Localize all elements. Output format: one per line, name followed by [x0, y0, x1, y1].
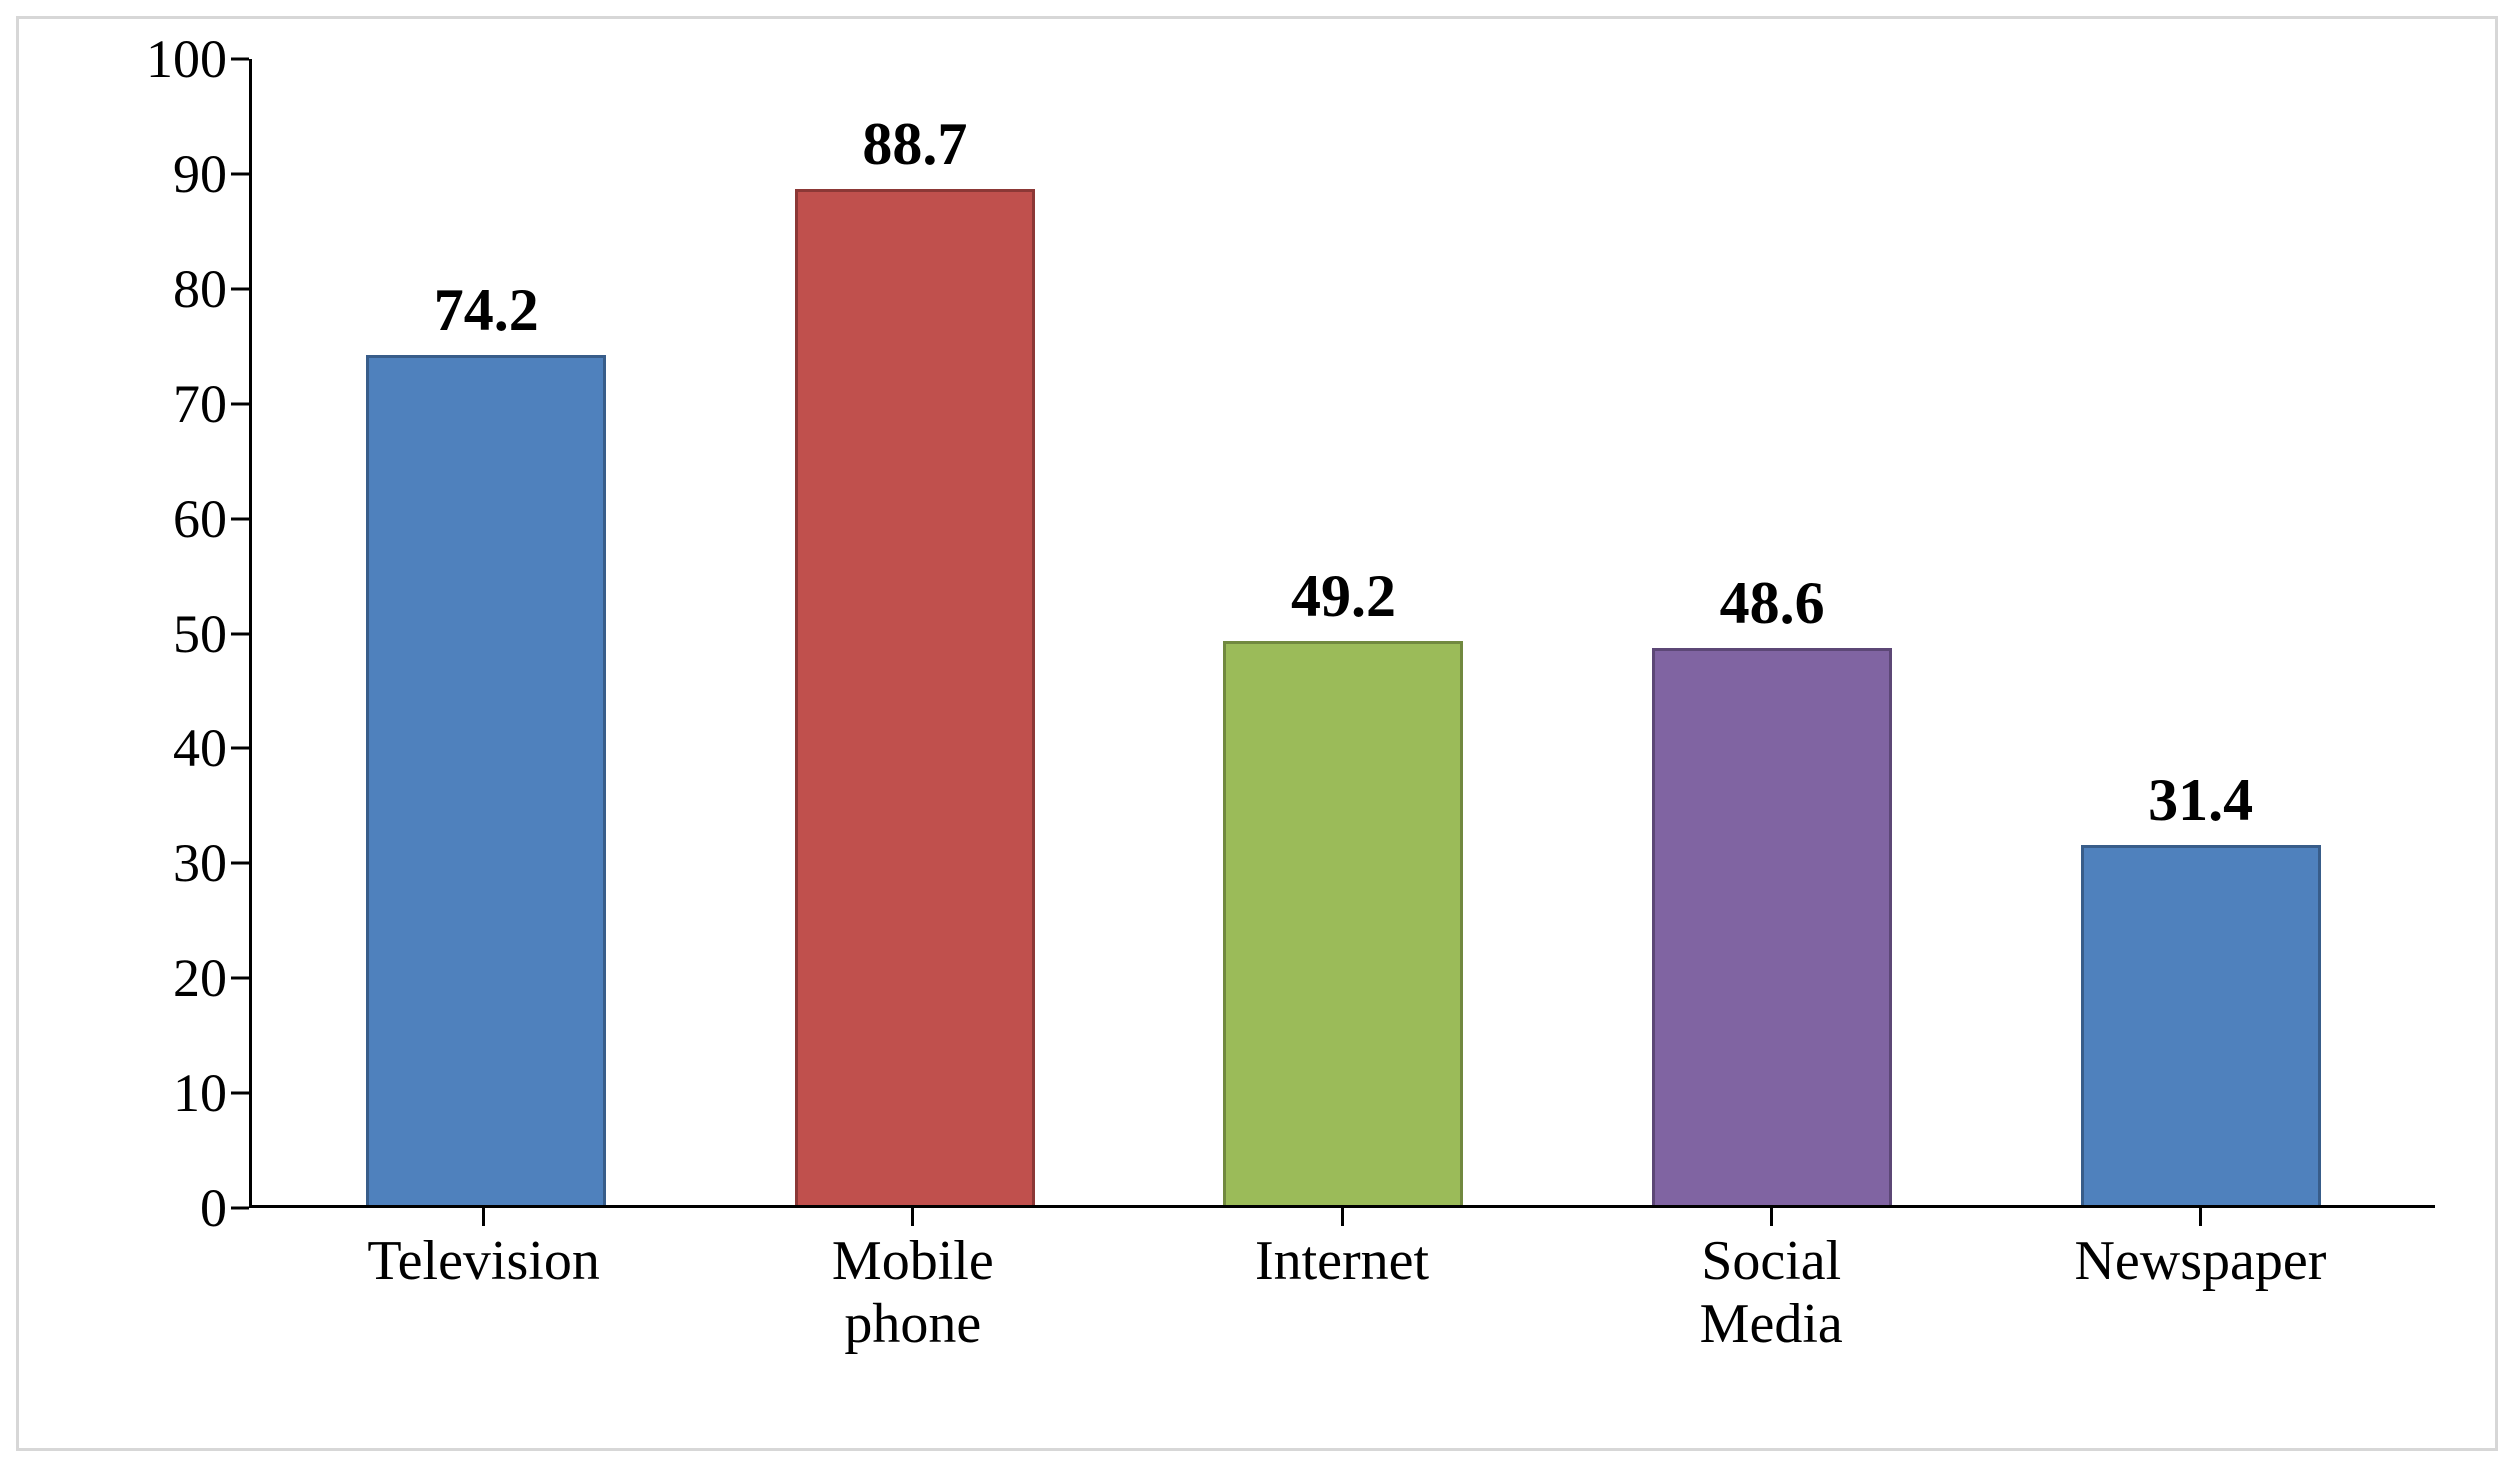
y-tick-mark — [231, 517, 249, 520]
y-tick-mark — [231, 287, 249, 290]
x-tick-mark — [2199, 1208, 2202, 1226]
bar — [1223, 641, 1463, 1205]
bar — [366, 355, 606, 1205]
bar-value-label: 31.4 — [2148, 766, 2253, 835]
x-tick-label: Television — [269, 1208, 698, 1388]
bar — [795, 189, 1035, 1206]
x-tick-mark — [1341, 1208, 1344, 1226]
bar-value-label: 49.2 — [1291, 562, 1396, 631]
y-tick-mark — [231, 402, 249, 405]
y-tick-mark — [231, 977, 249, 980]
bar-slot: 31.4 — [1986, 59, 2415, 1205]
x-tick-mark — [911, 1208, 914, 1226]
x-axis: TelevisionMobile phoneInternetSocial Med… — [249, 1208, 2435, 1388]
y-tick-mark — [231, 172, 249, 175]
y-tick-label: 50 — [173, 603, 227, 665]
x-tick-label: Newspaper — [1986, 1208, 2415, 1388]
chart-container: 0102030405060708090100 74.288.749.248.63… — [0, 0, 2514, 1467]
x-tick-mark — [1770, 1208, 1773, 1226]
x-tick-label: Mobile phone — [698, 1208, 1127, 1388]
y-tick-label: 20 — [173, 947, 227, 1009]
y-tick-label: 80 — [173, 258, 227, 320]
y-tick-label: 100 — [146, 28, 227, 90]
y-tick-mark — [231, 747, 249, 750]
x-tick-label: Social Media — [1557, 1208, 1986, 1388]
bar-chart: 0102030405060708090100 74.288.749.248.63… — [79, 59, 2435, 1388]
bars-group: 74.2 88.7 49.2 48.6 31.4 — [252, 59, 2435, 1205]
y-tick-mark — [231, 1092, 249, 1095]
bar — [2081, 845, 2321, 1205]
y-tick-label: 10 — [173, 1062, 227, 1124]
y-tick-mark — [231, 862, 249, 865]
y-tick-label: 90 — [173, 143, 227, 205]
plot-area: 74.2 88.7 49.2 48.6 31.4 — [249, 59, 2435, 1208]
bar — [1652, 648, 1892, 1205]
x-tick-mark — [482, 1208, 485, 1226]
bar-slot: 74.2 — [272, 59, 701, 1205]
bar-slot: 49.2 — [1129, 59, 1558, 1205]
y-axis: 0102030405060708090100 — [79, 59, 249, 1208]
bar-slot: 88.7 — [701, 59, 1130, 1205]
bar-value-label: 48.6 — [1720, 569, 1825, 638]
bar-slot: 48.6 — [1558, 59, 1987, 1205]
y-tick-label: 60 — [173, 488, 227, 550]
y-tick-label: 40 — [173, 717, 227, 779]
y-tick-label: 70 — [173, 373, 227, 435]
x-tick-label: Internet — [1127, 1208, 1556, 1388]
bar-value-label: 88.7 — [862, 110, 967, 179]
chart-frame: 0102030405060708090100 74.288.749.248.63… — [16, 16, 2498, 1451]
y-tick-mark — [231, 58, 249, 61]
y-tick-mark — [231, 632, 249, 635]
bar-value-label: 74.2 — [434, 276, 539, 345]
y-tick-label: 30 — [173, 832, 227, 894]
